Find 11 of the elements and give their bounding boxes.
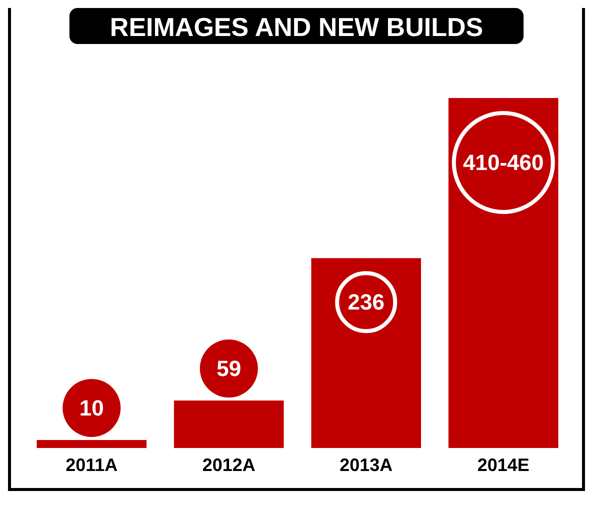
- x-tick-label: 2012A: [202, 455, 256, 475]
- x-tick-label: 2011A: [66, 455, 118, 475]
- x-tick-label: 2014E: [477, 455, 530, 475]
- data-label: 410-460: [463, 150, 544, 175]
- data-label: 236: [348, 290, 384, 315]
- bar: [311, 258, 422, 448]
- data-label: 59: [216, 356, 242, 382]
- bar: [448, 98, 558, 448]
- x-tick-label: 2013A: [340, 455, 393, 475]
- chart-title: REIMAGES AND NEW BUILDS: [110, 12, 484, 42]
- data-label: 10: [79, 395, 104, 420]
